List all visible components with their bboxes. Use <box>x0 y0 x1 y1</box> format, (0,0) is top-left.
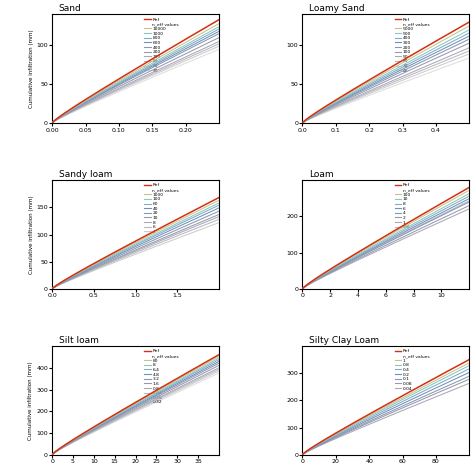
Text: Sand: Sand <box>59 4 82 13</box>
Legend: Ref, n_eff values, 5000, 500, 400, 300, 200, 100, 50, 40, 30, 20: Ref, n_eff values, 5000, 500, 400, 300, … <box>395 18 429 73</box>
Text: Loam: Loam <box>309 170 334 179</box>
Y-axis label: Cumulative infiltration (mm): Cumulative infiltration (mm) <box>28 195 34 274</box>
Legend: Ref, n_eff values, 1000, 100, 60, 40, 20, 10, 8, 6, 4: Ref, n_eff values, 1000, 100, 60, 40, 20… <box>145 183 179 234</box>
Text: Silt loam: Silt loam <box>59 336 99 345</box>
Legend: Ref, n_eff values, 10000, 1000, 800, 600, 400, 200, 100, 80, 60, 40: Ref, n_eff values, 10000, 1000, 800, 600… <box>145 18 179 73</box>
Text: Loamy Sand: Loamy Sand <box>309 4 365 13</box>
Y-axis label: Cumulative infiltration (mm): Cumulative infiltration (mm) <box>28 361 34 440</box>
Legend: Ref, n_eff values, 80, 8, 6.4, 4.8, 3.2, 1.6, 0.8, 0.64, 0.48, 0.32: Ref, n_eff values, 80, 8, 6.4, 4.8, 3.2,… <box>145 349 179 404</box>
Text: Silty Clay Loam: Silty Clay Loam <box>309 336 379 345</box>
Legend: Ref, n_eff values, 1, 0.8, 0.4, 0.2, 0.1, 0.08, 0.04: Ref, n_eff values, 1, 0.8, 0.4, 0.2, 0.1… <box>395 349 429 391</box>
Y-axis label: Cumulative infiltration (mm): Cumulative infiltration (mm) <box>28 29 34 108</box>
Legend: Ref, n_eff values, 100, 10, 8, 6, 4, 2, 1, 0.8: Ref, n_eff values, 100, 10, 8, 6, 4, 2, … <box>395 183 429 229</box>
Text: Sandy loam: Sandy loam <box>59 170 112 179</box>
